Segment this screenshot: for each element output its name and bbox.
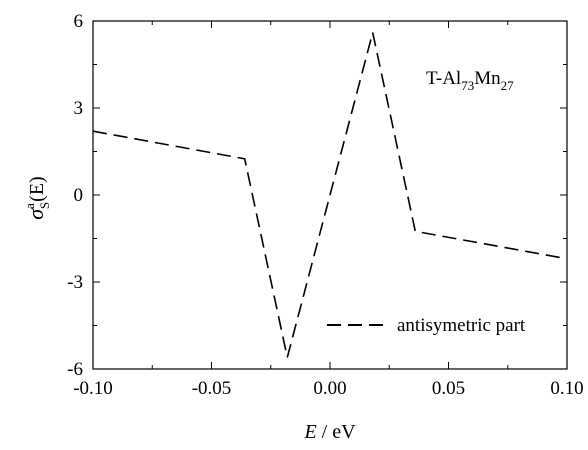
annotation-label: T-Al73Mn27 (426, 68, 514, 93)
x-tick-label: -0.05 (192, 378, 232, 399)
legend-label: antisymetric part (397, 315, 526, 336)
y-tick-label: 0 (74, 185, 84, 206)
x-tick-label: 0.05 (432, 378, 465, 399)
x-tick-label: 0.10 (550, 378, 583, 399)
series-group (92, 32, 568, 358)
x-tick-label: -0.10 (73, 378, 113, 399)
y-axis-label: σaS(E) (22, 176, 52, 219)
y-tick-label: 3 (74, 98, 84, 119)
legend: antisymetric part (327, 315, 526, 336)
tick-labels: -0.10 -0.05 0.00 0.05 0.10 -6 -3 0 3 6 (67, 11, 583, 399)
y-tick-label: -6 (67, 359, 83, 380)
series-line-antisymmetric (92, 32, 568, 358)
y-tick-label: -3 (67, 272, 83, 293)
axis-ticks (92, 20, 568, 370)
y-tick-label: 6 (74, 11, 84, 32)
x-tick-label: 0.00 (313, 378, 346, 399)
x-axis-label: E / eV (303, 421, 356, 443)
